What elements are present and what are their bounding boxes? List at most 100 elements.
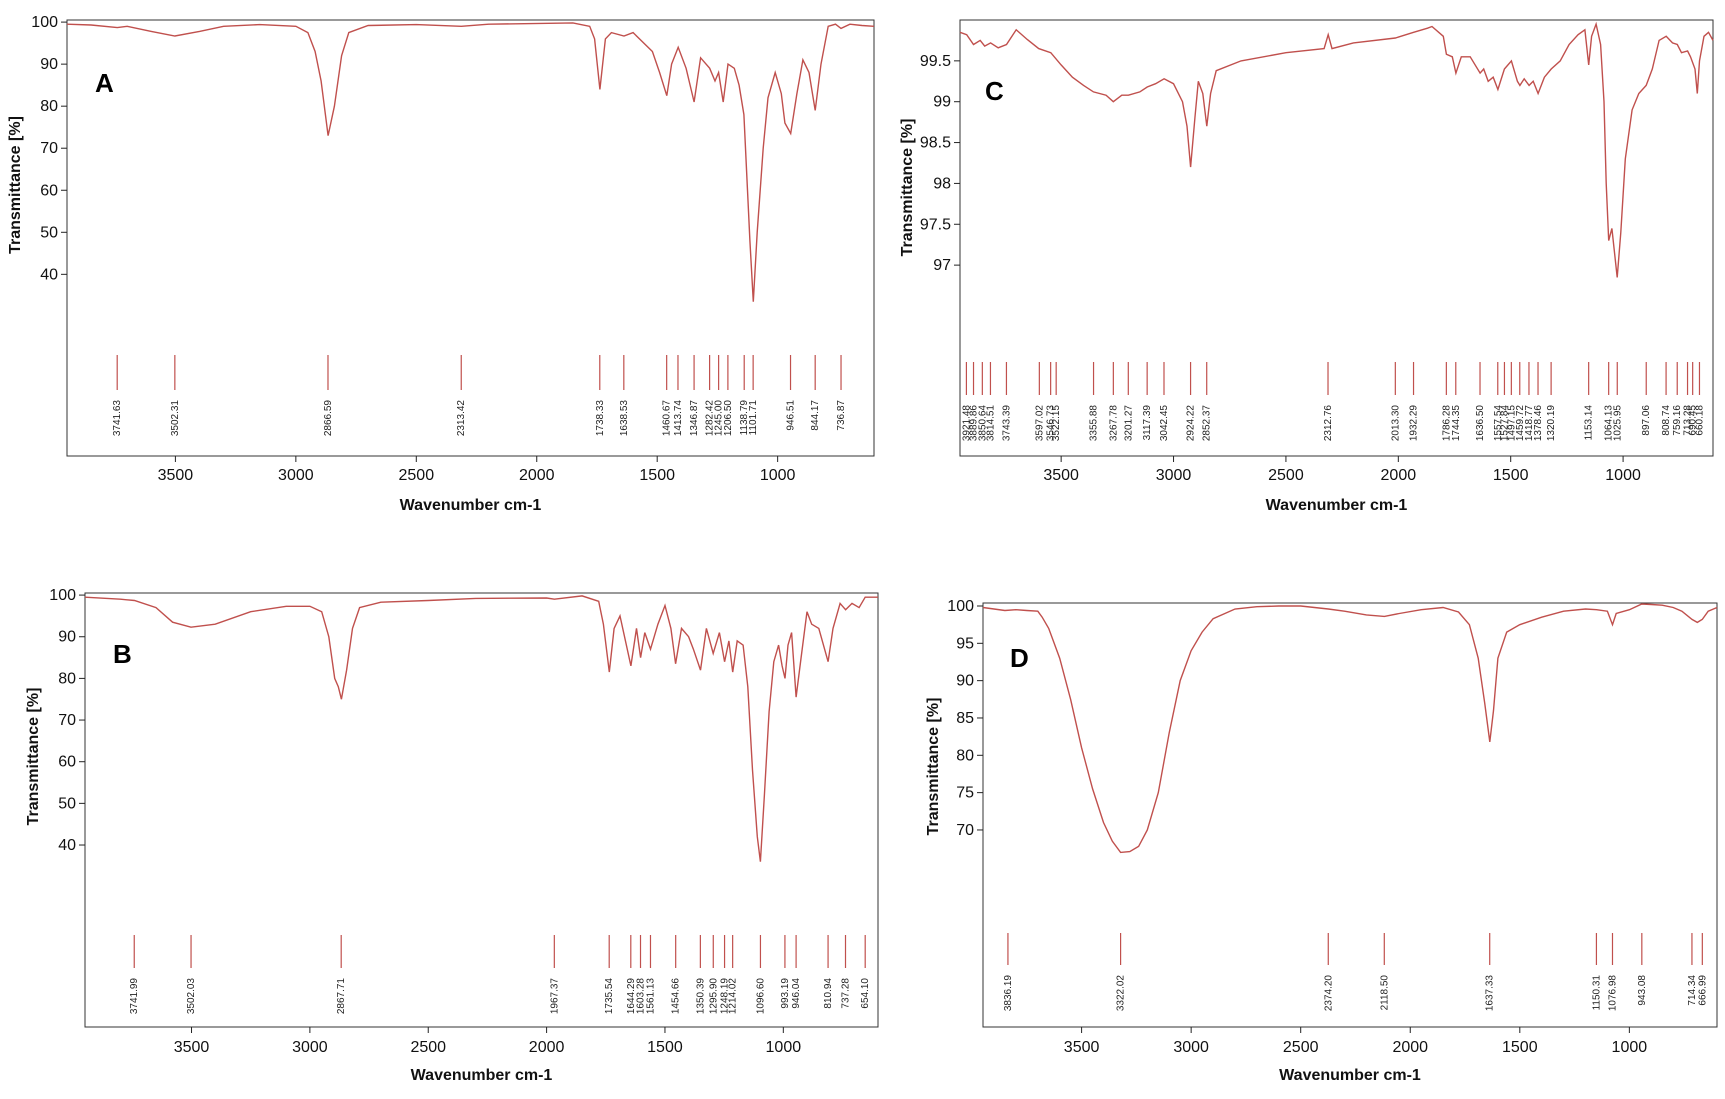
peak-label: 3117.39 xyxy=(1142,405,1153,441)
peak-label: 1786.28 xyxy=(1441,405,1452,442)
y-tick-label: 100 xyxy=(947,598,974,615)
peak-label: 3502.03 xyxy=(186,978,197,1015)
peak-label: 1248.19 xyxy=(720,978,731,1015)
peak-label: 1638.53 xyxy=(619,400,630,437)
x-tick-label: 1500 xyxy=(1502,1039,1538,1056)
x-tick-label: 1000 xyxy=(1612,1039,1648,1056)
peak-label: 737.28 xyxy=(841,978,852,1009)
y-axis-title: Transmittance [%] xyxy=(25,688,42,826)
peak-label: 3741.63 xyxy=(112,400,123,437)
x-tick-label: 1000 xyxy=(1605,467,1641,484)
peak-label: 1603.28 xyxy=(636,978,647,1015)
y-tick-label: 99.5 xyxy=(920,53,951,70)
peak-label: 1101.71 xyxy=(748,400,759,436)
peak-label: 2013.30 xyxy=(1390,405,1401,442)
peak-label: 1064.13 xyxy=(1604,405,1615,442)
peak-label: 1454.66 xyxy=(671,978,682,1015)
y-tick-label: 80 xyxy=(58,670,76,687)
peak-label: 3267.78 xyxy=(1108,405,1119,442)
y-tick-label: 60 xyxy=(58,754,76,771)
plot-frame xyxy=(66,19,875,457)
peak-label: 666.99 xyxy=(1697,975,1708,1006)
peak-label: 946.51 xyxy=(786,400,797,431)
x-tick-label: 1500 xyxy=(639,467,675,484)
y-tick-label: 60 xyxy=(40,182,58,199)
y-tick-label: 100 xyxy=(31,14,58,31)
peak-label: 1735.54 xyxy=(604,978,615,1015)
peak-label: 1076.98 xyxy=(1607,975,1618,1012)
y-tick-label: 95 xyxy=(956,635,974,652)
peak-label: 1245.00 xyxy=(714,400,725,437)
x-tick-label: 3500 xyxy=(1043,467,1079,484)
y-axis-title: Transmittance [%] xyxy=(7,116,24,254)
chart-panel-b: 3500 3000 2500 2000 1500 1000 40 50 60 70 80 90 100 W… xyxy=(25,587,879,1084)
y-tick-label: 80 xyxy=(40,98,58,115)
peak-label: 3597.02 xyxy=(1034,405,1045,442)
x-tick-label: 3000 xyxy=(1173,1039,1209,1056)
peak-label: 3322.02 xyxy=(1116,975,1127,1012)
peak-label: 1636.50 xyxy=(1475,405,1486,442)
peak-label: 3921.48 xyxy=(961,405,972,442)
x-tick-label: 3000 xyxy=(278,467,314,484)
peak-label: 714.34 xyxy=(1687,975,1698,1006)
y-tick-label: 97.5 xyxy=(920,216,951,233)
x-tick-label: 2500 xyxy=(1268,467,1304,484)
peak-label: 1932.29 xyxy=(1409,405,1420,442)
x-tick-label: 3500 xyxy=(158,467,194,484)
y-tick-label: 100 xyxy=(49,587,76,604)
peak-label: 1644.29 xyxy=(626,978,637,1015)
peak-label: 654.10 xyxy=(860,978,871,1009)
spectrum-line xyxy=(982,603,1718,854)
x-tick-label: 2000 xyxy=(519,467,555,484)
peak-label: 2852.37 xyxy=(1202,405,1213,442)
panel-letter: A xyxy=(95,68,114,98)
peak-label: 1138.79 xyxy=(739,400,750,436)
peak-label: 1346.87 xyxy=(689,400,700,437)
peak-label: 2867.71 xyxy=(336,978,347,1015)
peak-label: 1497.15 xyxy=(1506,405,1517,442)
y-tick-label: 40 xyxy=(40,266,58,283)
plot-frame xyxy=(959,19,1714,457)
x-tick-label: 3500 xyxy=(1064,1039,1100,1056)
peak-label: 2924.22 xyxy=(1186,405,1197,442)
peak-label: 1150.31 xyxy=(1591,975,1602,1011)
chart-panel-d: 3500 3000 2500 2000 1500 1000 70 75 80 85 90 95 100 W… xyxy=(925,598,1718,1084)
peak-label: 1350.39 xyxy=(695,978,706,1015)
y-tick-label: 75 xyxy=(956,785,974,802)
y-tick-label: 90 xyxy=(40,56,58,73)
peak-label: 3042.45 xyxy=(1159,405,1170,442)
spectrum-line xyxy=(84,595,878,862)
peak-label: 1637.33 xyxy=(1485,975,1496,1012)
peak-label: 993.19 xyxy=(780,978,791,1009)
plot-frame xyxy=(84,592,879,1028)
panel-letter: C xyxy=(985,76,1004,106)
peak-label: 2118.50 xyxy=(1379,975,1390,1011)
peak-label: 1096.60 xyxy=(755,978,766,1015)
y-tick-label: 90 xyxy=(956,673,974,690)
y-tick-label: 40 xyxy=(58,837,76,854)
peak-label: 1153.14 xyxy=(1584,405,1595,441)
peak-label: 736.87 xyxy=(836,400,847,431)
x-tick-label: 3000 xyxy=(1156,467,1192,484)
x-tick-label: 2500 xyxy=(1283,1039,1319,1056)
peak-label: 3836.19 xyxy=(1003,975,1014,1012)
x-axis-title: Wavenumber cm-1 xyxy=(1266,497,1408,514)
y-tick-label: 70 xyxy=(58,712,76,729)
y-axis-title: Transmittance [%] xyxy=(925,698,942,836)
peak-label: 3743.39 xyxy=(1001,405,1012,442)
x-axis-title: Wavenumber cm-1 xyxy=(1279,1067,1421,1084)
panel-letter: B xyxy=(113,639,132,669)
x-tick-label: 1000 xyxy=(760,467,796,484)
x-axis-title: Wavenumber cm-1 xyxy=(411,1067,553,1084)
peak-label: 690.45 xyxy=(1688,405,1699,436)
x-tick-label: 3500 xyxy=(174,1039,210,1056)
y-tick-label: 99 xyxy=(933,94,951,111)
peak-label: 3522.15 xyxy=(1051,405,1062,442)
y-tick-label: 80 xyxy=(956,747,974,764)
peak-label: 1282.42 xyxy=(705,400,716,437)
y-tick-label: 50 xyxy=(40,224,58,241)
peak-label: 1295.90 xyxy=(708,978,719,1015)
peak-label: 3201.27 xyxy=(1123,405,1134,442)
peak-label: 1025.95 xyxy=(1612,405,1623,442)
